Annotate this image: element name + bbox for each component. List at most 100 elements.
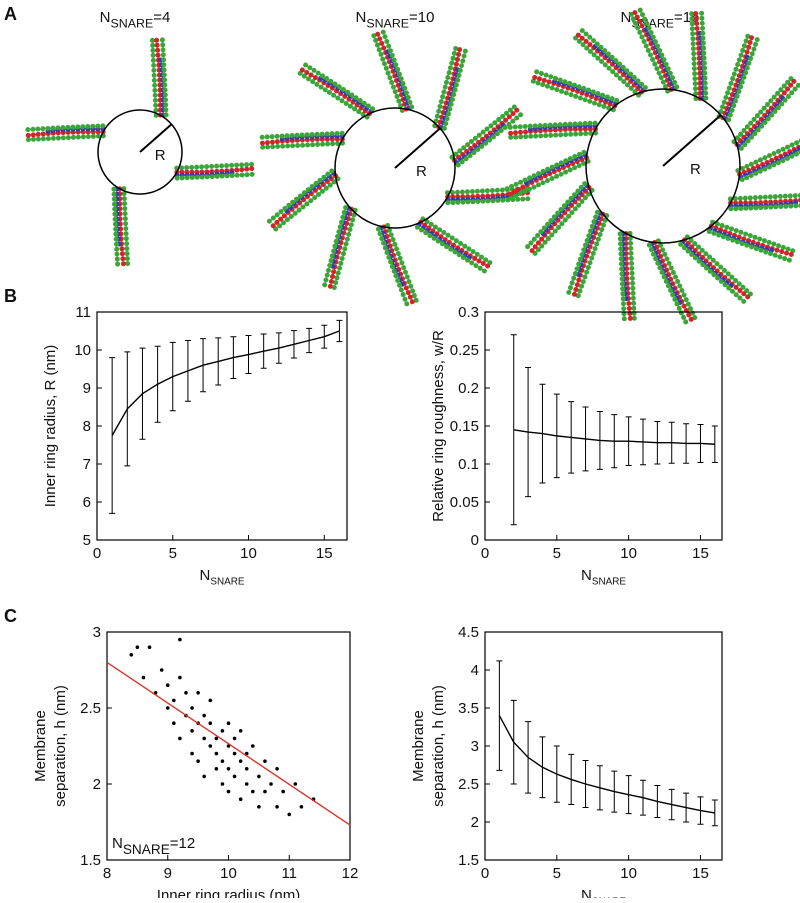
subscript: SNARE — [366, 17, 409, 31]
sub-label: NSNARE — [200, 567, 245, 587]
point — [226, 767, 231, 771]
y-tick-label: 1.5 — [80, 852, 101, 869]
point — [165, 683, 170, 687]
strand — [265, 168, 335, 225]
error-bar — [139, 347, 146, 440]
subscript: SNARE — [592, 576, 627, 587]
x-tick-label: 15 — [692, 545, 709, 562]
x-tick-label: 15 — [692, 865, 709, 882]
point — [190, 729, 194, 733]
rods — [22, 34, 258, 270]
point — [275, 805, 279, 809]
point — [214, 751, 219, 756]
strand — [652, 240, 694, 323]
error-bar — [568, 401, 575, 474]
error-bar — [697, 423, 704, 463]
strand — [689, 10, 699, 102]
x-tick-label: 5 — [553, 865, 561, 882]
symbol: N — [621, 9, 632, 26]
point — [257, 774, 261, 779]
error-bar — [510, 699, 517, 785]
error-bar — [640, 418, 646, 466]
strand — [452, 106, 521, 163]
error-bar — [275, 332, 282, 364]
strand — [678, 241, 747, 305]
strand — [739, 149, 800, 183]
x-tick-label: 8 — [103, 865, 111, 882]
strand — [628, 11, 671, 94]
error-bar — [668, 788, 675, 821]
ring — [334, 107, 456, 229]
strand — [575, 210, 603, 278]
x-tick-label: 12 — [342, 865, 359, 882]
y-tick-label: 3.5 — [458, 700, 479, 717]
error-bar — [245, 335, 252, 375]
error-bar — [230, 336, 237, 379]
strand — [728, 197, 800, 206]
point — [275, 767, 279, 771]
strand — [693, 10, 703, 101]
x-tick-label: 10 — [240, 545, 257, 562]
strand — [575, 213, 610, 299]
point — [299, 805, 304, 809]
strand — [697, 30, 706, 101]
strand — [592, 43, 646, 93]
strand — [620, 231, 629, 302]
strand — [381, 224, 416, 307]
point — [263, 759, 267, 763]
y-tick-label: 5 — [83, 532, 91, 549]
strand — [174, 161, 258, 171]
point — [238, 729, 243, 733]
strand — [572, 35, 642, 98]
y-tick-label: 10 — [74, 342, 91, 359]
ring — [97, 109, 183, 195]
point — [202, 713, 206, 718]
x-tick-label: 0 — [481, 545, 489, 562]
strand — [530, 78, 616, 113]
error-bar — [539, 383, 546, 484]
sub-label: NSNARE=10 — [356, 9, 435, 31]
strand — [617, 231, 627, 322]
sub-label: NSNARE=12 — [112, 835, 195, 857]
strand — [453, 121, 508, 166]
strand — [655, 238, 698, 321]
strand — [523, 152, 588, 186]
strand — [707, 226, 775, 254]
point — [202, 736, 206, 741]
panel-letter: B — [4, 286, 17, 306]
strand — [507, 126, 598, 136]
point — [214, 736, 219, 741]
y-tick-label: 4 — [471, 662, 479, 679]
point — [190, 706, 194, 710]
sub-label: NSNARE — [581, 887, 626, 898]
strand — [566, 209, 600, 296]
x-axis-label: Inner ring radius (nm) — [157, 887, 300, 898]
strand — [301, 61, 376, 112]
strand — [736, 95, 786, 149]
error-bar — [306, 327, 313, 354]
sub-label: NSNARE — [581, 567, 626, 587]
point — [220, 729, 225, 733]
error-bar — [321, 324, 328, 349]
strand — [727, 192, 800, 202]
point — [178, 637, 182, 642]
subscript: SNARE — [123, 842, 170, 857]
point — [172, 721, 176, 725]
strand — [432, 44, 459, 129]
radius — [394, 127, 441, 169]
error-bar — [525, 721, 532, 794]
rods — [504, 7, 800, 325]
point — [293, 782, 298, 786]
point — [263, 789, 267, 794]
x-tick-label: 0 — [93, 545, 101, 562]
strand — [632, 9, 674, 92]
error-bar — [596, 411, 603, 470]
point — [238, 797, 243, 801]
strand — [436, 45, 463, 130]
error-bar — [336, 319, 343, 343]
point — [244, 767, 249, 771]
error-bar — [260, 333, 267, 369]
strand — [298, 66, 372, 117]
y-tick-label: 0.2 — [458, 380, 479, 397]
strand — [375, 226, 411, 309]
